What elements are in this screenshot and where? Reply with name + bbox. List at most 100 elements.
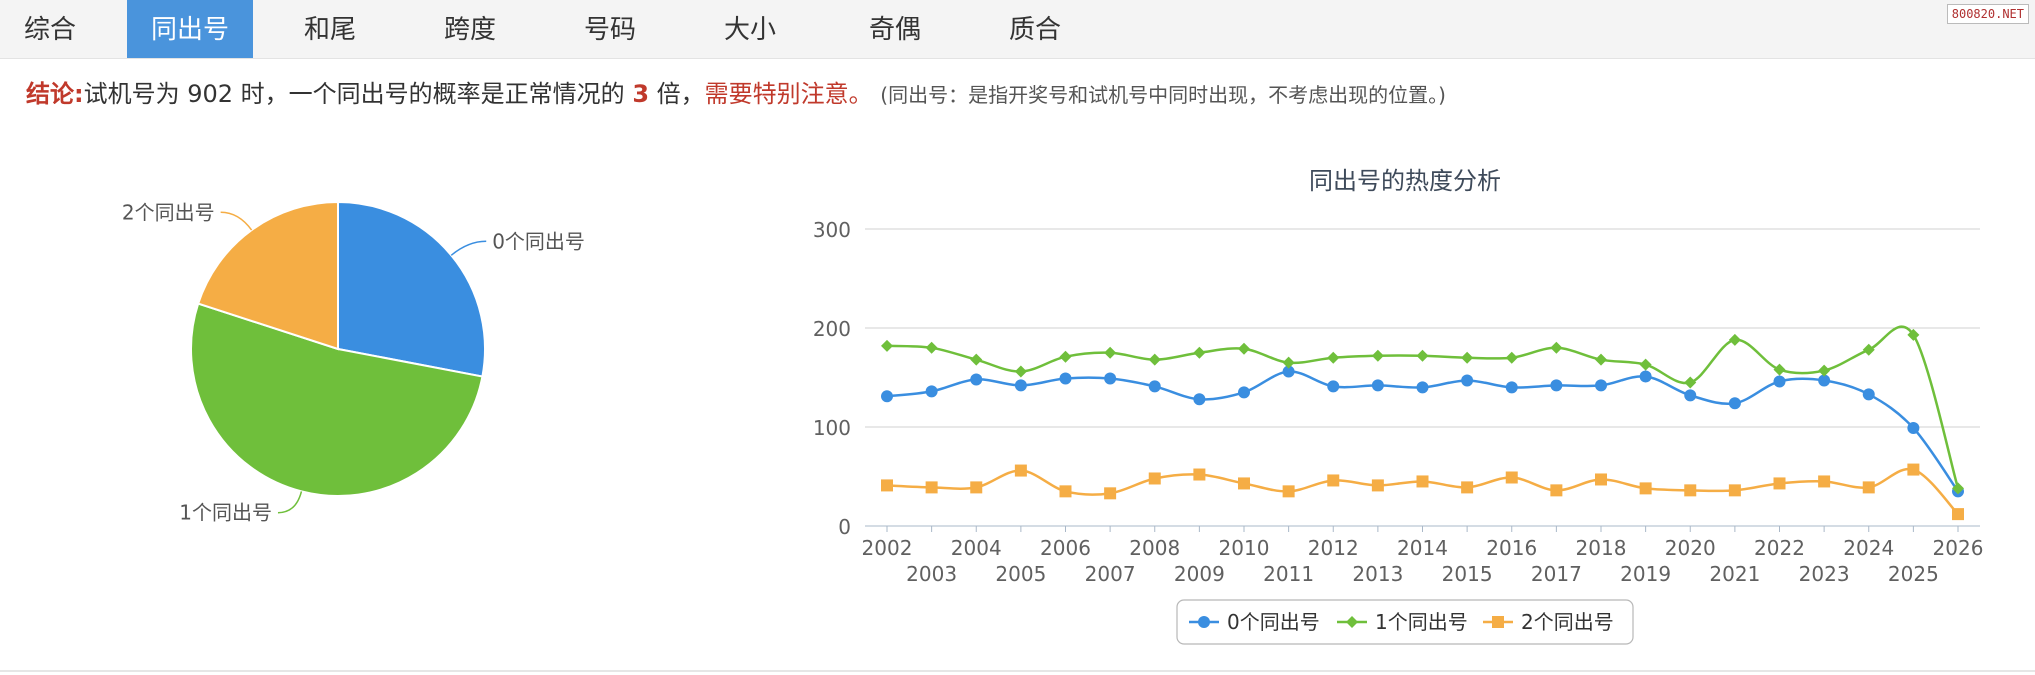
- x-tick-label: 2023: [1799, 562, 1850, 586]
- data-point-one-same[interactable]: [1728, 333, 1741, 346]
- data-point-two-same[interactable]: [1461, 481, 1474, 494]
- data-point-zero-same[interactable]: [1595, 379, 1607, 392]
- data-point-two-same[interactable]: [1818, 475, 1831, 488]
- data-point-one-same[interactable]: [970, 353, 983, 366]
- data-point-two-same[interactable]: [1193, 468, 1206, 481]
- data-point-two-same[interactable]: [1639, 482, 1652, 495]
- data-point-one-same[interactable]: [1416, 349, 1429, 362]
- data-point-one-same[interactable]: [1014, 365, 1027, 378]
- data-point-zero-same[interactable]: [1282, 365, 1295, 378]
- data-point-one-same[interactable]: [1684, 376, 1697, 389]
- data-point-zero-same[interactable]: [970, 373, 983, 386]
- data-point-two-same[interactable]: [1327, 474, 1340, 487]
- tab-big-small[interactable]: 大小: [723, 15, 776, 45]
- data-point-one-same[interactable]: [1773, 363, 1786, 376]
- data-point-zero-same[interactable]: [1238, 386, 1250, 399]
- pie-slice-two-same[interactable]: [196, 200, 339, 351]
- data-point-zero-same[interactable]: [1193, 393, 1206, 406]
- data-point-zero-same[interactable]: [1148, 380, 1161, 393]
- data-point-two-same[interactable]: [970, 481, 983, 494]
- data-point-one-same[interactable]: [1505, 351, 1518, 364]
- tab-same-numbers[interactable]: 同出号: [127, 0, 253, 58]
- tab-span[interactable]: 跨度: [443, 15, 496, 45]
- data-point-two-same[interactable]: [1148, 472, 1161, 485]
- data-point-one-same[interactable]: [1238, 342, 1250, 355]
- data-point-one-same[interactable]: [1327, 351, 1340, 364]
- data-point-one-same[interactable]: [1104, 346, 1117, 359]
- x-tick-label: 2021: [1709, 562, 1760, 586]
- data-point-two-same[interactable]: [1773, 477, 1786, 490]
- data-point-one-same[interactable]: [1059, 350, 1072, 363]
- data-point-zero-same[interactable]: [1416, 381, 1429, 394]
- data-point-zero-same[interactable]: [1461, 374, 1474, 387]
- data-point-two-same[interactable]: [1952, 508, 1964, 521]
- pie-label-two-same: 2个同出号: [122, 200, 215, 224]
- data-point-two-same[interactable]: [1104, 487, 1117, 500]
- legend-item-two-same[interactable]: 2个同出号: [1483, 610, 1614, 634]
- data-point-zero-same[interactable]: [1907, 421, 1920, 434]
- data-point-one-same[interactable]: [1193, 346, 1206, 359]
- data-point-zero-same[interactable]: [1684, 389, 1697, 402]
- data-point-two-same[interactable]: [1014, 464, 1027, 477]
- data-point-zero-same[interactable]: [1818, 374, 1831, 387]
- data-point-two-same[interactable]: [1416, 475, 1429, 488]
- data-point-one-same[interactable]: [1148, 353, 1161, 366]
- tab-prime-composite[interactable]: 质合: [1008, 15, 1061, 45]
- data-point-two-same[interactable]: [1550, 484, 1563, 497]
- data-point-one-same[interactable]: [1371, 349, 1384, 362]
- conclusion-line: 结论:试机号为 902 时，一个同出号的概率是正常情况的 3 倍，需要特别注意。…: [26, 74, 1446, 109]
- legend-marker: [1198, 616, 1210, 628]
- tab-overview[interactable]: 综合: [23, 15, 76, 45]
- data-point-one-same[interactable]: [1818, 364, 1831, 377]
- data-point-one-same[interactable]: [1595, 353, 1607, 366]
- data-point-two-same[interactable]: [1728, 484, 1741, 497]
- data-point-zero-same[interactable]: [1371, 379, 1384, 392]
- data-point-zero-same[interactable]: [1639, 370, 1652, 383]
- data-point-two-same[interactable]: [1907, 463, 1920, 476]
- data-point-two-same[interactable]: [1862, 481, 1875, 494]
- data-point-two-same[interactable]: [925, 481, 938, 494]
- data-point-one-same[interactable]: [1282, 356, 1295, 369]
- x-tick-label: 2008: [1129, 536, 1180, 560]
- data-point-zero-same[interactable]: [1550, 379, 1563, 392]
- x-tick-label: 2020: [1665, 536, 1716, 560]
- pie-chart: 0个同出号 1个同出号 2个同出号: [122, 200, 585, 524]
- data-point-two-same[interactable]: [1371, 479, 1384, 492]
- data-point-one-same[interactable]: [881, 339, 893, 352]
- x-tick-label: 2013: [1352, 562, 1403, 586]
- legend-item-zero-same[interactable]: 0个同出号: [1189, 610, 1320, 634]
- data-point-zero-same[interactable]: [1728, 397, 1741, 410]
- data-point-one-same[interactable]: [1639, 358, 1652, 371]
- data-point-two-same[interactable]: [881, 479, 893, 492]
- data-point-one-same[interactable]: [1550, 341, 1563, 354]
- data-point-zero-same[interactable]: [1014, 379, 1027, 392]
- tab-numbers[interactable]: 号码: [583, 15, 636, 45]
- data-point-zero-same[interactable]: [881, 390, 893, 403]
- data-point-one-same[interactable]: [1862, 343, 1875, 356]
- data-point-two-same[interactable]: [1238, 477, 1250, 490]
- pie-leader-two-same: [220, 211, 253, 231]
- data-point-zero-same[interactable]: [1104, 372, 1117, 385]
- data-point-zero-same[interactable]: [1773, 375, 1786, 388]
- tab-odd-even[interactable]: 奇偶: [868, 15, 921, 45]
- data-point-one-same[interactable]: [1907, 328, 1920, 341]
- data-point-one-same[interactable]: [1952, 482, 1964, 495]
- definition-note: (同出号：是指开奖号和试机号中同时出现，不考虑出现的位置。): [880, 83, 1446, 107]
- data-point-two-same[interactable]: [1059, 485, 1072, 498]
- data-point-zero-same[interactable]: [1327, 380, 1340, 393]
- data-point-two-same[interactable]: [1595, 473, 1607, 486]
- data-point-zero-same[interactable]: [925, 385, 938, 398]
- x-tick-label: 2004: [951, 536, 1002, 560]
- tab-sum-tail[interactable]: 和尾: [303, 15, 356, 45]
- data-point-two-same[interactable]: [1684, 484, 1697, 497]
- data-point-zero-same[interactable]: [1505, 381, 1518, 394]
- legend-item-one-same[interactable]: 1个同出号: [1337, 610, 1468, 634]
- pie-slice-zero-same[interactable]: [337, 200, 486, 378]
- x-tick-label: 2007: [1085, 562, 1136, 586]
- data-point-zero-same[interactable]: [1862, 388, 1875, 401]
- data-point-one-same[interactable]: [1461, 351, 1474, 364]
- data-point-two-same[interactable]: [1282, 485, 1295, 498]
- data-point-zero-same[interactable]: [1059, 372, 1072, 385]
- data-point-two-same[interactable]: [1505, 471, 1518, 484]
- data-point-one-same[interactable]: [925, 341, 938, 354]
